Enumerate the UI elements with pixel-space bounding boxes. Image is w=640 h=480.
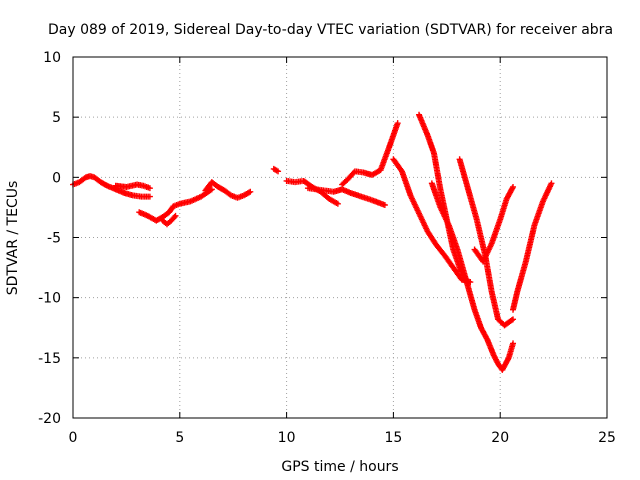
x-tick-label: 20 (491, 430, 509, 446)
data-point (334, 200, 341, 207)
y-tick-label: -20 (38, 411, 61, 427)
data-point (275, 168, 282, 175)
x-tick-label: 5 (175, 430, 184, 446)
data-point (350, 169, 357, 176)
data-point (508, 317, 515, 324)
data-point (510, 183, 517, 190)
data-point (146, 185, 153, 192)
x-tick-label: 15 (384, 430, 402, 446)
x-axis-label: GPS time / hours (281, 459, 398, 475)
axis-ticks (72, 56, 608, 419)
data-point (548, 180, 555, 187)
x-tick-label: 0 (69, 430, 78, 446)
data-series (471, 183, 517, 265)
data-series (270, 165, 282, 175)
data-point (510, 316, 517, 323)
y-tick-label: 0 (52, 170, 61, 186)
data-points (70, 111, 555, 373)
y-tick-label: 10 (43, 50, 61, 66)
data-point (394, 120, 401, 127)
y-axis-label: SDTVAR / TECUs (5, 181, 21, 296)
data-series (428, 180, 517, 373)
data-point (381, 202, 388, 209)
data-series (390, 156, 474, 286)
chart-title: Day 089 of 2019, Sidereal Day-to-day VTE… (48, 22, 613, 38)
y-tick-label: -5 (47, 231, 61, 247)
data-point (172, 212, 179, 219)
data-series (304, 185, 388, 209)
data-point (247, 188, 254, 195)
data-series (136, 186, 215, 224)
data-series (456, 156, 517, 329)
y-tick-label: -15 (38, 351, 61, 367)
data-series (112, 181, 153, 192)
x-tick-label: 10 (278, 430, 296, 446)
data-point (146, 193, 153, 200)
x-tick-label: 25 (598, 430, 616, 446)
data-point (208, 186, 215, 193)
y-tick-label: 5 (52, 110, 61, 126)
tick-labels: 0 5 10 15 20 25 -20 -15 -10 -5 0 5 10 (38, 50, 616, 446)
data-series (339, 120, 401, 188)
data-series (510, 180, 555, 313)
data-point (171, 214, 178, 221)
y-tick-label: -10 (38, 291, 61, 307)
data-point (246, 189, 253, 196)
data-series (202, 179, 254, 201)
data-series (159, 212, 179, 228)
grid (73, 57, 607, 418)
data-point (510, 340, 517, 347)
